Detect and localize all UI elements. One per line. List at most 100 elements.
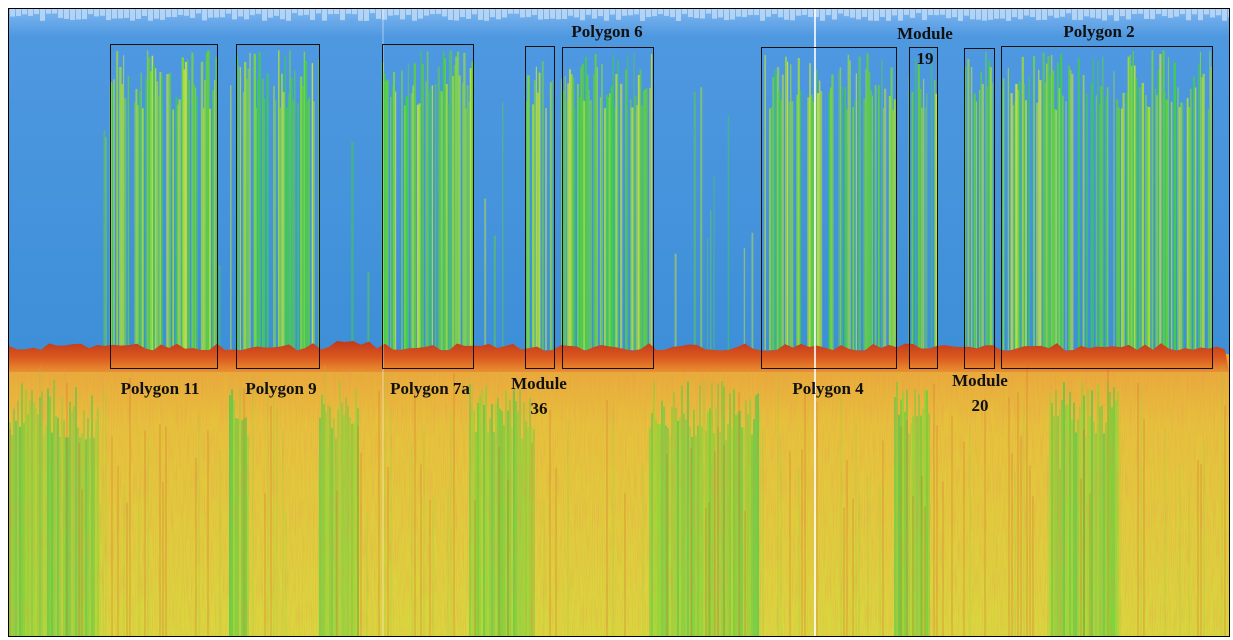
surface-noise (1024, 9, 1029, 16)
surface-noise (970, 9, 975, 19)
surface-noise (622, 9, 627, 16)
surface-noise (466, 9, 471, 19)
surface-noise (424, 9, 429, 16)
surface-noise (706, 9, 711, 14)
annotation-label: Polygon 2 (1063, 22, 1134, 41)
surface-noise (964, 9, 969, 16)
surface-noise (910, 9, 915, 18)
surface-noise (388, 9, 393, 16)
surface-noise (232, 9, 237, 19)
surface-noise (796, 9, 801, 16)
surface-noise (10, 9, 15, 17)
surface-noise (1096, 9, 1101, 19)
surface-noise (208, 9, 213, 18)
surface-noise (1126, 9, 1131, 19)
surface-noise (928, 9, 933, 15)
surface-noise (502, 9, 507, 17)
surface-noise (472, 9, 477, 14)
surface-noise (442, 9, 447, 16)
echogram-figure: Polygon 11Polygon 9Polygon 7aModule36Pol… (0, 0, 1233, 640)
surface-noise (628, 9, 633, 15)
surface-noise (856, 9, 861, 19)
surface-noise (400, 9, 405, 19)
surface-noise (724, 9, 729, 20)
surface-noise (700, 9, 705, 19)
surface-noise (922, 9, 927, 20)
surface-noise (592, 9, 597, 19)
surface-noise (1048, 9, 1053, 16)
surface-noise (568, 9, 573, 16)
surface-noise (616, 9, 621, 20)
annotation-label: Module (952, 371, 1008, 390)
surface-noise (1210, 9, 1215, 17)
surface-noise (298, 9, 303, 15)
surface-noise (952, 9, 957, 17)
surface-noise (1114, 9, 1119, 21)
surface-noise (124, 9, 129, 18)
surface-noise (112, 9, 117, 19)
surface-noise (808, 9, 813, 17)
surface-noise (16, 9, 21, 16)
page: Polygon 11Polygon 9Polygon 7aModule36Pol… (0, 0, 1233, 640)
echogram (9, 9, 1233, 636)
surface-noise (394, 9, 399, 15)
surface-noise (790, 9, 795, 20)
surface-noise (238, 9, 243, 16)
surface-noise (106, 9, 111, 20)
surface-noise (184, 9, 189, 16)
surface-noise (988, 9, 993, 20)
surface-noise (802, 9, 807, 15)
surface-noise (508, 9, 513, 14)
annotation-label: Polygon 9 (245, 379, 316, 398)
surface-noise (490, 9, 495, 17)
surface-noise (436, 9, 441, 14)
surface-noise (328, 9, 333, 14)
surface-noise (718, 9, 723, 17)
surface-noise (940, 9, 945, 15)
surface-noise (1222, 9, 1227, 21)
surface-noise (1180, 9, 1185, 14)
surface-noise (160, 9, 165, 20)
surface-noise (1036, 9, 1041, 20)
surface-noise (640, 9, 645, 21)
surface-noise (688, 9, 693, 17)
surface-noise (250, 9, 255, 15)
surface-noise (526, 9, 531, 17)
surface-noise (358, 9, 363, 21)
surface-noise (1054, 9, 1059, 18)
surface-noise (46, 9, 51, 14)
surface-noise (670, 9, 675, 17)
surface-noise (880, 9, 885, 17)
surface-noise (580, 9, 585, 20)
surface-noise (220, 9, 225, 17)
annotation-label: 20 (972, 396, 989, 415)
surface-noise (742, 9, 747, 17)
surface-noise (538, 9, 543, 20)
surface-noise (1144, 9, 1149, 19)
surface-noise (1216, 9, 1221, 15)
surface-noise (874, 9, 879, 21)
surface-noise (754, 9, 759, 15)
annotation-label: Polygon 7a (390, 379, 470, 398)
surface-noise (82, 9, 87, 19)
surface-noise (838, 9, 843, 14)
surface-noise (850, 9, 855, 18)
surface-noise (316, 9, 321, 13)
surface-noise (88, 9, 93, 14)
surface-noise (784, 9, 789, 20)
surface-noise (1084, 9, 1089, 16)
surface-noise (1060, 9, 1065, 17)
grain (9, 365, 1229, 636)
surface-noise (304, 9, 309, 15)
surface-noise (268, 9, 273, 18)
annotation-label: Polygon 11 (121, 379, 200, 398)
surface-noise (376, 9, 381, 19)
surface-noise (1072, 9, 1077, 20)
surface-noise (100, 9, 105, 16)
surface-noise (1228, 9, 1233, 17)
surface-noise (658, 9, 663, 14)
surface-noise (202, 9, 207, 20)
surface-noise (1012, 9, 1017, 17)
surface-noise (886, 9, 891, 21)
surface-noise (898, 9, 903, 21)
